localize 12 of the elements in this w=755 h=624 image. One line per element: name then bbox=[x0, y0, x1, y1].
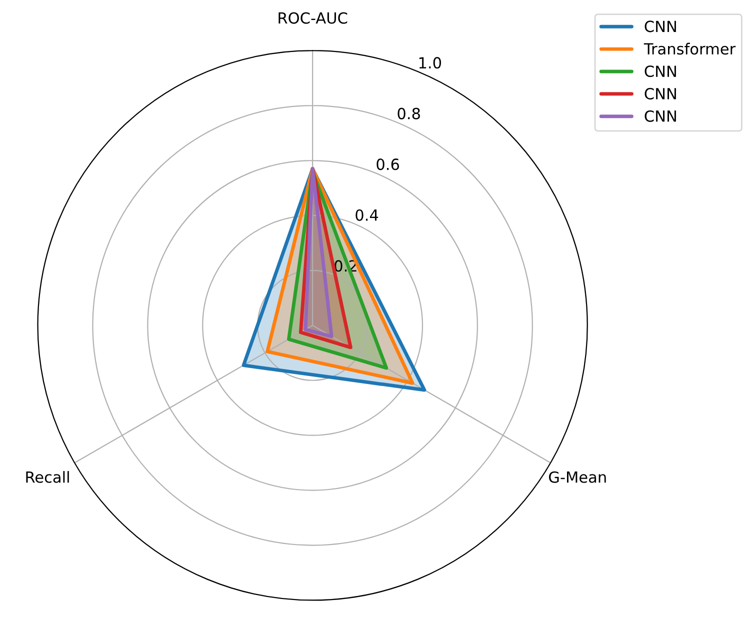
y-tick-label: 1.0 bbox=[419, 57, 442, 69]
legend-label: CNN bbox=[644, 20, 676, 32]
legend-label: CNN bbox=[644, 110, 676, 122]
spoke-label: ROC-AUC bbox=[278, 12, 348, 24]
legend-label: CNN bbox=[644, 65, 676, 78]
legend-label: CNN bbox=[644, 88, 676, 100]
spoke-label: G-Mean bbox=[549, 471, 606, 483]
y-tick-label: 0.6 bbox=[376, 158, 400, 170]
y-tick-label: 0.4 bbox=[356, 209, 378, 221]
spoke-label: Recall bbox=[26, 471, 69, 483]
legend-label: Transformer bbox=[644, 42, 736, 55]
y-tick-label: 0.8 bbox=[398, 108, 420, 120]
